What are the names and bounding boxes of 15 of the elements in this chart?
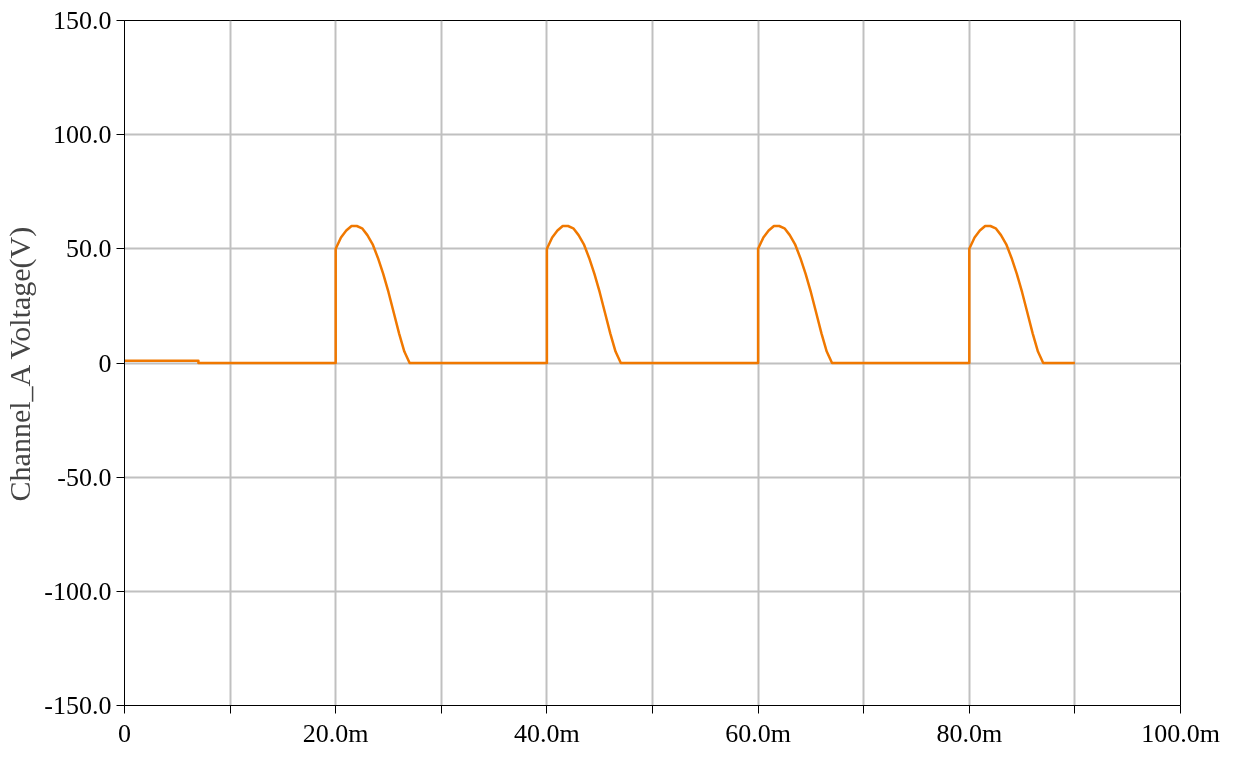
y-tick-label: -150.0: [44, 691, 112, 720]
y-tick-label: -100.0: [44, 576, 112, 606]
y-tick-label: 0: [98, 348, 112, 378]
line-series: [124, 224, 1077, 365]
x-tick-label: 20.0m: [302, 718, 369, 748]
x-tick-label: 0: [118, 718, 131, 748]
x-tick-label: 80.0m: [936, 718, 1003, 748]
x-tick-label: 100.0m: [1141, 718, 1220, 748]
x-tick-label: 60.0m: [725, 718, 791, 748]
y-tick-label: -50.0: [57, 462, 112, 492]
y-tick-label: 50.0: [66, 234, 112, 264]
y-tick-label: 100.0: [53, 120, 112, 150]
x-tick-label: 40.0m: [514, 718, 580, 748]
y-axis-title: Channel_A Voltage(V): [3, 226, 38, 502]
y-tick-label: 150.0: [53, 6, 112, 35]
